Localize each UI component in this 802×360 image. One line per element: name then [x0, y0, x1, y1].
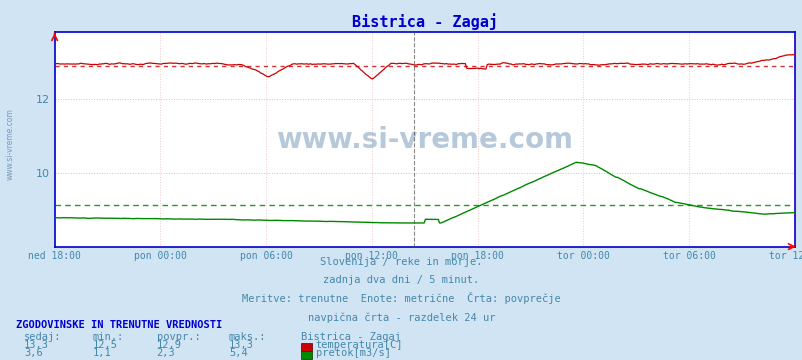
- Text: 12,5: 12,5: [92, 340, 117, 350]
- Text: navpična črta - razdelek 24 ur: navpična črta - razdelek 24 ur: [307, 312, 495, 323]
- Text: temperatura[C]: temperatura[C]: [315, 340, 403, 350]
- Text: min.:: min.:: [92, 332, 124, 342]
- Text: Bistrica - Zagaj: Bistrica - Zagaj: [301, 332, 401, 342]
- Text: 2,3: 2,3: [156, 348, 175, 359]
- Text: maks.:: maks.:: [229, 332, 266, 342]
- Text: ZGODOVINSKE IN TRENUTNE VREDNOSTI: ZGODOVINSKE IN TRENUTNE VREDNOSTI: [16, 320, 222, 330]
- Text: sedaj:: sedaj:: [24, 332, 62, 342]
- Text: pretok[m3/s]: pretok[m3/s]: [315, 348, 390, 359]
- Text: 5,4: 5,4: [229, 348, 247, 359]
- Text: 13,3: 13,3: [229, 340, 253, 350]
- Text: zadnja dva dni / 5 minut.: zadnja dva dni / 5 minut.: [323, 275, 479, 285]
- Text: 1,1: 1,1: [92, 348, 111, 359]
- Text: povpr.:: povpr.:: [156, 332, 200, 342]
- Title: Bistrica - Zagaj: Bistrica - Zagaj: [351, 13, 497, 30]
- Text: www.si-vreme.com: www.si-vreme.com: [276, 126, 573, 153]
- Text: www.si-vreme.com: www.si-vreme.com: [6, 108, 15, 180]
- Text: 12,9: 12,9: [156, 340, 181, 350]
- Text: Meritve: trenutne  Enote: metrične  Črta: povprečje: Meritve: trenutne Enote: metrične Črta: …: [242, 292, 560, 304]
- Text: 3,6: 3,6: [24, 348, 43, 359]
- Text: 13,3: 13,3: [24, 340, 49, 350]
- Text: Slovenija / reke in morje.: Slovenija / reke in morje.: [320, 257, 482, 267]
